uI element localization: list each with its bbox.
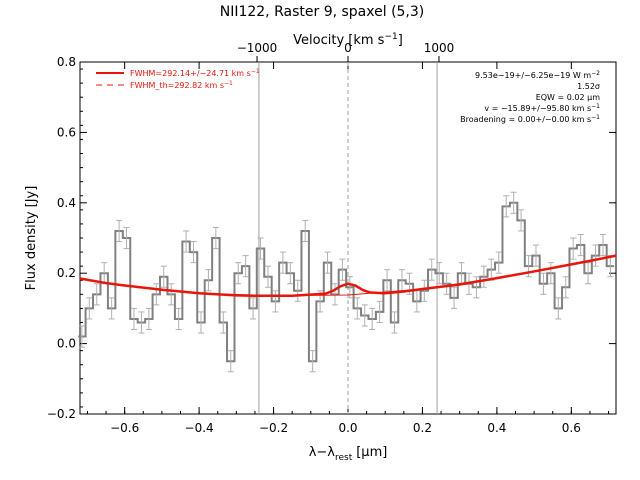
chart-title: NII122, Raster 9, spaxel (5,3): [220, 4, 425, 20]
top-axis-label-end: ]: [398, 33, 403, 48]
legend-label: FWHM=292.14+/−24.71 km s−1: [130, 68, 260, 78]
x-tick-label: 0.0: [338, 421, 357, 435]
legend: FWHM=292.14+/−24.71 km s−1 FWHM_th=292.82…: [96, 68, 260, 90]
x-tick-label: −0.6: [110, 421, 139, 435]
x-tick-label: −0.2: [259, 421, 288, 435]
x-tick-label: 0.4: [487, 421, 506, 435]
top-tick-label: 1000: [424, 41, 455, 55]
y-tick-label: −0.2: [47, 407, 76, 421]
x-axis-label-unit: [μm]: [356, 445, 387, 460]
legend-label: FWHM_th=292.82 km s−1: [130, 80, 233, 90]
x-tick-label: −0.4: [185, 421, 214, 435]
top-axis-label-sup: −1: [384, 32, 397, 42]
x-tick-label: 0.6: [562, 421, 581, 435]
top-tick-label: 0: [344, 41, 352, 55]
annotation-line: 1.52σ: [577, 82, 600, 91]
plot-area: −0.6 −0.4 −0.2 0.0 0.2 0.4 0.6 −1000 0 1000 −0.2 0.…: [47, 41, 617, 435]
top-tick-label: −1000: [237, 41, 278, 55]
fit-line: [79, 254, 617, 297]
x-axis-label: λ−λrest [μm]: [309, 445, 388, 463]
y-tick-label: 0.0: [57, 337, 76, 351]
y-tick-label: 0.2: [57, 266, 76, 280]
y-tick-label: 0.4: [57, 196, 76, 210]
annotation-line: EQW = 0.02 μm: [536, 93, 600, 102]
y-tick-label: 0.6: [57, 125, 76, 139]
y-axis-label: Flux density [Jy]: [24, 186, 39, 291]
annotation-line: v = −15.89+/−95.80 km s−1: [484, 103, 600, 113]
y-tick-label: 0.8: [57, 55, 76, 69]
annotation-line: Broadening = 0.00+/−0.00 km s−1: [460, 114, 600, 124]
flux-step-line: [78, 201, 615, 363]
annotation-line: 9.53e−19+/−6.25e−19 W m−2: [475, 70, 600, 80]
top-axis-label-text: Velocity [km s: [293, 33, 385, 48]
x-tick-label: 0.2: [413, 421, 432, 435]
annotation-block: 9.53e−19+/−6.25e−19 W m−2 1.52σ EQW = 0.02…: [460, 70, 600, 124]
x-axis-label-text: λ−λ: [309, 445, 336, 460]
top-axis-label: Velocity [km s−1]: [293, 32, 403, 48]
x-axis-label-sub: rest: [335, 453, 353, 463]
